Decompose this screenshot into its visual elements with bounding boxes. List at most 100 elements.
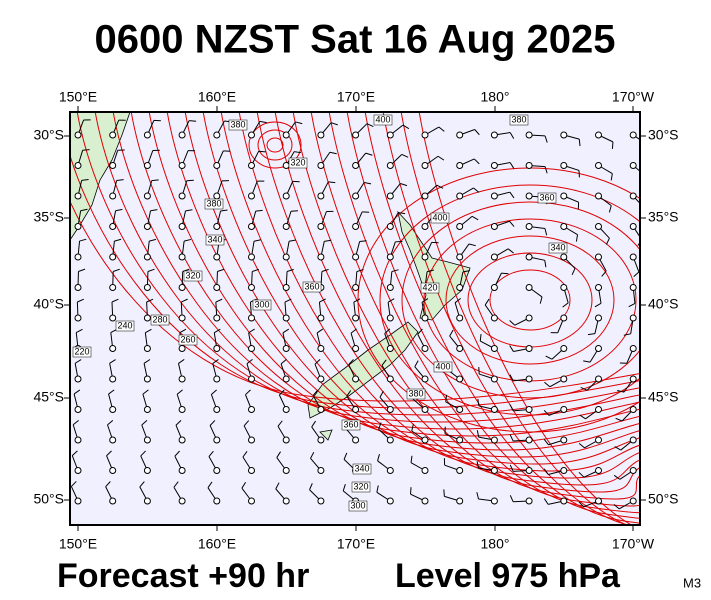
barb-flag <box>189 120 197 122</box>
barb-flag <box>384 328 391 334</box>
barb-flag <box>107 419 114 426</box>
station <box>213 467 221 474</box>
station <box>109 375 117 383</box>
station <box>248 314 255 322</box>
lon-label-top: 160°E <box>198 89 236 105</box>
barb-flag <box>353 298 361 303</box>
station <box>213 131 221 139</box>
barb-flag <box>509 464 514 472</box>
lat-label-left: 50°S <box>33 491 64 507</box>
contour-label-box <box>351 481 371 493</box>
lon-label-bottom: 170°W <box>612 536 655 552</box>
wind-barbs <box>70 119 647 510</box>
barb-flag <box>255 209 263 212</box>
barb-flag <box>241 481 247 489</box>
station <box>421 467 429 474</box>
contour-label-box <box>150 314 170 326</box>
contour-label: 340 <box>550 242 565 252</box>
barb-flag <box>477 398 480 406</box>
barb-flag <box>411 424 414 432</box>
barb-flag <box>277 420 283 427</box>
barb-flag <box>476 492 480 500</box>
station <box>629 131 637 139</box>
station <box>525 192 533 200</box>
barb-flag <box>343 452 348 460</box>
station <box>317 314 325 322</box>
station <box>282 162 290 169</box>
barb-flag <box>282 328 290 334</box>
barb-flag <box>342 484 346 492</box>
station <box>109 406 117 413</box>
station <box>282 223 290 230</box>
barb-flag <box>314 358 321 365</box>
barb-flag <box>544 166 548 174</box>
barb-flag <box>74 359 82 364</box>
station <box>213 223 221 230</box>
barb-flag <box>311 420 316 428</box>
station <box>317 131 325 139</box>
barb-flag <box>509 320 516 326</box>
station <box>456 467 464 474</box>
barb-flag <box>438 126 445 132</box>
contour-label: 380 <box>230 119 245 129</box>
station <box>74 375 82 383</box>
barb-flag <box>509 132 515 139</box>
contour-label-box <box>548 242 568 254</box>
station <box>490 375 498 383</box>
lat-label-left: 35°S <box>33 209 64 225</box>
barb-flag <box>387 298 395 303</box>
station <box>386 314 394 322</box>
barb-flag <box>391 269 399 273</box>
barb-flag <box>509 191 515 199</box>
contour-line <box>202 112 640 465</box>
station <box>629 192 637 200</box>
station <box>317 345 325 352</box>
station <box>629 314 637 322</box>
station <box>109 467 117 474</box>
station <box>525 314 533 322</box>
station <box>456 253 464 261</box>
barb-flag <box>364 181 372 185</box>
station <box>595 497 602 505</box>
barb-flag <box>212 359 219 364</box>
station <box>490 284 498 291</box>
station <box>213 162 221 169</box>
map-content <box>70 112 647 525</box>
station <box>595 467 602 474</box>
barb-flag <box>376 485 379 493</box>
barb-flag <box>381 359 387 366</box>
barb-flag <box>141 419 148 426</box>
barb-flag <box>509 162 515 169</box>
station <box>282 497 290 505</box>
station <box>317 253 325 261</box>
station <box>421 497 429 505</box>
station <box>74 131 82 139</box>
station <box>109 314 117 322</box>
station <box>490 223 498 230</box>
level-label: Level 975 hPa <box>395 557 621 595</box>
stewart-island <box>319 429 333 441</box>
station <box>74 436 82 444</box>
barb-flag <box>462 270 470 273</box>
station <box>143 314 151 322</box>
station <box>525 375 533 383</box>
station <box>560 253 568 261</box>
barb-flag <box>645 144 647 151</box>
station <box>386 284 394 291</box>
barb-flag <box>276 451 281 458</box>
barb-flag <box>82 149 90 151</box>
station <box>317 375 325 383</box>
station <box>560 131 568 139</box>
barb-flag <box>183 238 192 242</box>
station <box>490 345 498 352</box>
station <box>629 253 637 261</box>
barb-flag <box>539 296 543 304</box>
station <box>629 284 637 291</box>
contour-ring <box>445 235 615 365</box>
barb-flag <box>312 389 319 396</box>
station <box>490 192 498 200</box>
contour-ring <box>248 121 302 169</box>
station <box>213 497 221 505</box>
barb-flag <box>80 208 88 212</box>
